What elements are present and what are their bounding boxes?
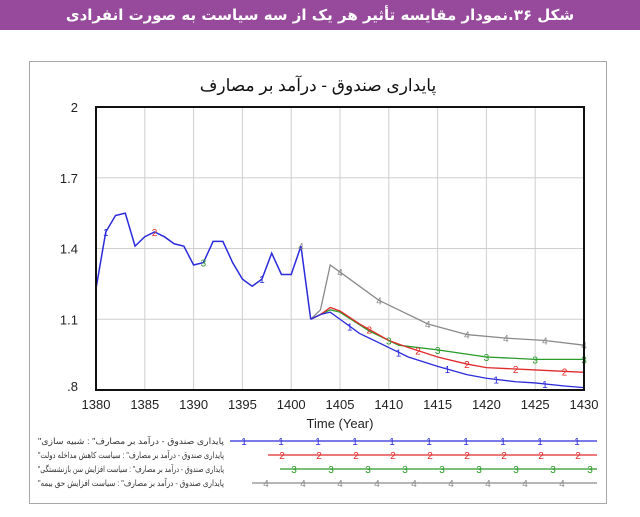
series-marker-3: 3 bbox=[201, 259, 207, 270]
x-tick-label: 1415 bbox=[423, 397, 452, 412]
series-marker-2: 2 bbox=[152, 228, 158, 239]
legend-marker: 4 bbox=[300, 479, 306, 490]
x-tick-label: 1385 bbox=[130, 397, 159, 412]
series-line-3 bbox=[310, 309, 584, 360]
legend-marker: 2 bbox=[464, 451, 470, 462]
x-tick-label: 1425 bbox=[521, 397, 550, 412]
y-tick-label: 1.4 bbox=[60, 242, 78, 257]
legend-marker: 3 bbox=[402, 465, 408, 476]
legend-label: پایداری صندوق - درآمد بر مصارف" : سیاست … bbox=[38, 477, 225, 489]
legend-marker: 2 bbox=[316, 451, 322, 462]
series-marker-2: 2 bbox=[366, 325, 372, 336]
chart-frame bbox=[29, 61, 607, 504]
series-marker-2: 2 bbox=[513, 365, 519, 376]
legend-label: پایداری صندوق - درآمد بر مصارف" : سیاست … bbox=[38, 463, 224, 475]
x-tick-label: 1405 bbox=[326, 397, 355, 412]
x-tick-label: 1430 bbox=[570, 397, 599, 412]
legend-marker: 1 bbox=[278, 437, 284, 448]
series-marker-2: 2 bbox=[464, 360, 470, 371]
history-line bbox=[95, 212, 312, 320]
plot-area-border bbox=[95, 106, 585, 391]
series-marker-2: 2 bbox=[415, 347, 421, 358]
legend-marker: 2 bbox=[501, 451, 507, 462]
series-marker-3: 3 bbox=[386, 336, 392, 347]
x-tick-label: 1400 bbox=[277, 397, 306, 412]
y-tick-label: .8 bbox=[67, 379, 78, 394]
legend-label: پایداری صندوق - درآمد بر مصارف" : سیاست … bbox=[38, 449, 224, 461]
series-marker-1: 1 bbox=[259, 275, 265, 286]
x-tick-label: 1390 bbox=[179, 397, 208, 412]
series-marker-3: 3 bbox=[435, 346, 441, 357]
legend-marker: 3 bbox=[439, 465, 445, 476]
x-tick-label: 1380 bbox=[82, 397, 111, 412]
legend-marker: 2 bbox=[427, 451, 433, 462]
legend-marker: 4 bbox=[559, 479, 565, 490]
legend-marker: 3 bbox=[513, 465, 519, 476]
legend-marker: 4 bbox=[448, 479, 454, 490]
legend-marker: 2 bbox=[279, 451, 285, 462]
series-marker-1: 1 bbox=[396, 348, 402, 359]
legend-marker: 3 bbox=[550, 465, 556, 476]
legend-marker: 1 bbox=[426, 437, 432, 448]
legend-marker: 4 bbox=[485, 479, 491, 490]
figure-caption: شکل ۳۶.نمودار مقایسه تأثیر هر یک از سه س… bbox=[0, 0, 640, 30]
legend-marker: 3 bbox=[587, 465, 593, 476]
legend-marker: 4 bbox=[522, 479, 528, 490]
legend-marker: 3 bbox=[328, 465, 334, 476]
y-tick-label: 1.7 bbox=[60, 171, 78, 186]
series-marker-4: 4 bbox=[298, 242, 304, 253]
series-marker-4: 4 bbox=[542, 336, 548, 347]
legend-marker: 2 bbox=[538, 451, 544, 462]
series-marker-4: 4 bbox=[503, 334, 509, 345]
legend-marker: 4 bbox=[263, 479, 269, 490]
legend-marker: 2 bbox=[390, 451, 396, 462]
legend-marker: 1 bbox=[463, 437, 469, 448]
legend-marker: 3 bbox=[365, 465, 371, 476]
y-tick-label: 1.1 bbox=[60, 312, 78, 327]
legend-marker: 1 bbox=[537, 437, 543, 448]
legend-marker: 4 bbox=[374, 479, 380, 490]
series-marker-1: 1 bbox=[445, 365, 451, 376]
series-marker-4: 4 bbox=[464, 331, 470, 342]
series-marker-1: 1 bbox=[493, 375, 499, 386]
series-marker-4: 4 bbox=[337, 268, 343, 279]
legend-marker: 1 bbox=[352, 437, 358, 448]
series-line-1 bbox=[310, 311, 585, 389]
y-tick-label: 2 bbox=[71, 100, 78, 115]
legend-marker: 2 bbox=[575, 451, 581, 462]
legend-marker: 1 bbox=[315, 437, 321, 448]
series-marker-4: 4 bbox=[376, 296, 382, 307]
x-tick-label: 1410 bbox=[374, 397, 403, 412]
series-marker-1: 1 bbox=[542, 380, 548, 391]
series-marker-1: 1 bbox=[103, 228, 109, 239]
x-tick-label: 1395 bbox=[228, 397, 257, 412]
legend-marker: 1 bbox=[241, 437, 247, 448]
chart-title: پایداری صندوق - درآمد بر مصارف bbox=[200, 74, 437, 96]
legend-marker: 1 bbox=[500, 437, 506, 448]
series-marker-3: 3 bbox=[532, 355, 538, 366]
legend-marker: 4 bbox=[337, 479, 343, 490]
series-marker-4: 4 bbox=[425, 320, 431, 331]
series-marker-1: 1 bbox=[347, 322, 353, 333]
series-line-2 bbox=[310, 306, 585, 373]
legend-marker: 3 bbox=[291, 465, 297, 476]
x-axis-label: Time (Year) bbox=[307, 416, 374, 431]
series-line-4 bbox=[310, 263, 585, 346]
legend-marker: 2 bbox=[353, 451, 359, 462]
x-tick-label: 1420 bbox=[472, 397, 501, 412]
series-marker-3: 3 bbox=[484, 353, 490, 364]
legend-label: پایداری صندوق - درآمد بر مصارف" : شبیه س… bbox=[38, 435, 225, 447]
legend-marker: 3 bbox=[476, 465, 482, 476]
legend-marker: 1 bbox=[389, 437, 395, 448]
series-marker-2: 2 bbox=[562, 367, 568, 378]
legend-marker: 4 bbox=[411, 479, 417, 490]
legend-marker: 1 bbox=[574, 437, 580, 448]
